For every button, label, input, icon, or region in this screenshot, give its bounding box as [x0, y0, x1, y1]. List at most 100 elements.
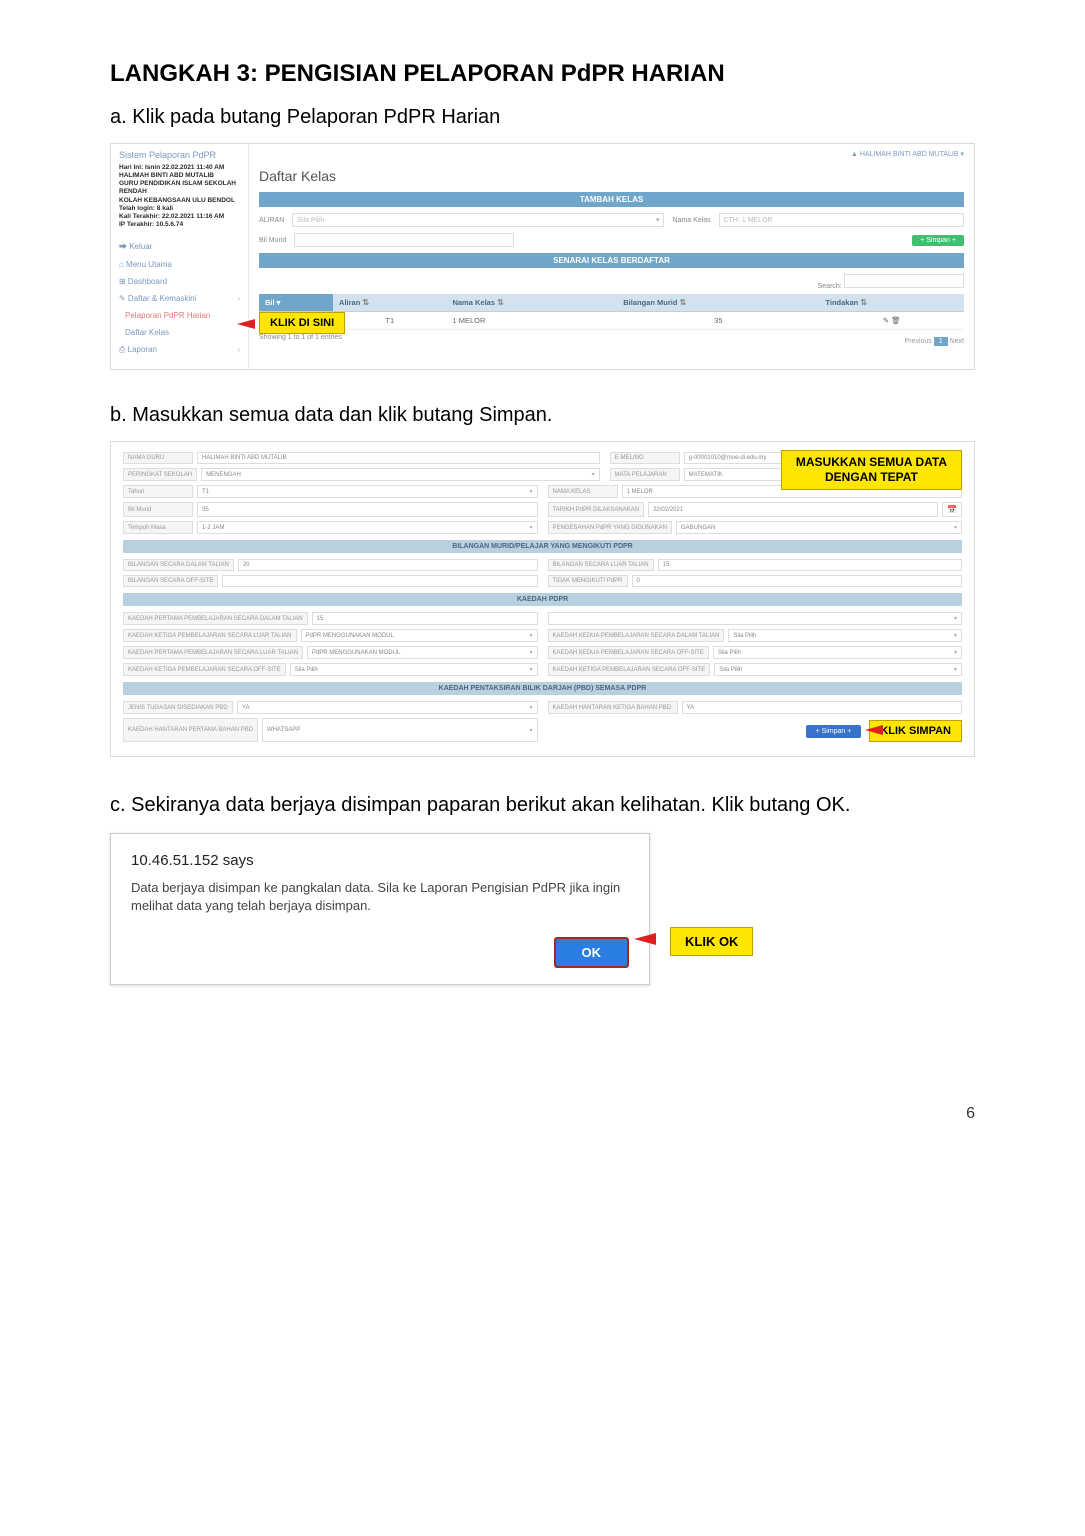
callout-klik-ok: KLIK OK: [670, 927, 753, 956]
lbl-tarikh: TARIKH PdPR DILAKSANAKAN: [548, 502, 645, 517]
sel-k5[interactable]: Sila Pilih: [713, 646, 962, 659]
lbl-off: BILANGAN SECARA OFF-SITE: [123, 575, 218, 587]
page-heading: Daftar Kelas: [259, 168, 964, 184]
lbl-mp: MATA PELAJARAN: [610, 468, 680, 481]
arrow-red-icon: [634, 933, 656, 945]
val-nama-guru: HALIMAH BINTI ABD MUTALIB: [197, 452, 600, 464]
val-tm[interactable]: 0: [632, 575, 962, 587]
search-input[interactable]: [844, 274, 964, 288]
sel-k4[interactable]: PdPR MENGGUNAKAN MODUL: [307, 646, 538, 659]
lbl-peringkat: PERINGKAT SEKOLAH: [123, 468, 197, 481]
lbl-k2b: KAEDAH KEDUA PEMBELAJARAN SECARA DALAM T…: [548, 629, 725, 642]
th-nama[interactable]: Nama Kelas ⇅: [446, 294, 617, 312]
simpan-button-b[interactable]: + Simpan +: [806, 725, 862, 738]
sel-peringkat[interactable]: MENENGAH: [201, 468, 599, 481]
sel-pengesah[interactable]: GABUNGAN: [676, 521, 962, 534]
val-k1[interactable]: 15: [312, 612, 538, 625]
sel-k1b[interactable]: [548, 612, 963, 625]
val-off[interactable]: [222, 575, 537, 587]
band-bilangan: BILANGAN MURID/PELAJAR YANG MENGIKUTI Pd…: [123, 540, 962, 553]
lbl-k4: KAEDAH PERTAMA PEMBELAJARAN SECARA LUAR …: [123, 646, 303, 659]
lbl-nk: NAMA KELAS: [548, 485, 618, 498]
page-1[interactable]: 1: [934, 337, 948, 346]
prev-link[interactable]: Previous: [905, 338, 932, 345]
band-kaedah: KAEDAH PdPR: [123, 593, 962, 606]
sel-p3[interactable]: WHATSAPP: [262, 718, 537, 742]
sidebar-item-dashboard[interactable]: ⊞ Dashboard: [119, 273, 240, 290]
label-nama-kelas: Nama Kelas: [672, 217, 710, 224]
lbl-lt: BILANGAN SECARA LUAR TALIAN: [548, 559, 654, 571]
sidebar-item-daftar[interactable]: ✎ Daftar & Kemaskini: [119, 290, 240, 307]
user-top[interactable]: ▲ HALIMAH BINTI ABD MUTALIB ▾: [259, 150, 964, 158]
th-aliran[interactable]: Aliran ⇅: [333, 294, 446, 312]
select-aliran[interactable]: Sila Pilih: [292, 213, 664, 227]
lbl-k6: KAEDAH KETIGA PEMBELAJARAN SECARA OFF-SI…: [123, 663, 286, 676]
label-bil-murid: Bil Murid: [259, 237, 286, 244]
main-panel-a: ▲ HALIMAH BINTI ABD MUTALIB ▾ Daftar Kel…: [249, 144, 974, 369]
calendar-icon[interactable]: 📅: [942, 502, 962, 517]
callout-klik-di-sini: KLIK DI SINI: [259, 312, 345, 334]
sel-k6[interactable]: Sila Pilih: [290, 663, 538, 676]
showing-text: Showing 1 to 1 of 1 entries: [259, 334, 342, 345]
alert-source: 10.46.51.152 says: [131, 852, 629, 869]
sel-tahun[interactable]: T1: [197, 485, 538, 498]
th-tindakan[interactable]: Tindakan ⇅: [819, 294, 964, 312]
lbl-k7: KAEDAH KETIGA PEMBELAJARAN SECARA OFF-SI…: [548, 663, 711, 676]
val-lt[interactable]: 15: [658, 559, 962, 571]
lbl-p3: KAEDAH HANTARAN PERTAMA BAHAN PBD: [123, 718, 258, 742]
val-dl[interactable]: 20: [238, 559, 538, 571]
sel-p1[interactable]: YA: [237, 701, 538, 714]
band-senarai: SENARAI KELAS BERDAFTAR: [259, 253, 964, 268]
cell-bilmurid: 35: [617, 312, 819, 330]
val-tarikh[interactable]: 22/02/2021: [648, 502, 938, 517]
pager: Previous 1 Next: [905, 338, 964, 345]
table-kelas: Bil ▾ Aliran ⇅ Nama Kelas ⇅ Bilangan Mur…: [259, 294, 964, 330]
band-tambah: TAMBAH KELAS: [259, 192, 964, 207]
lbl-p1: JENIS TUGASAN DISEDIAKAN PBD: [123, 701, 233, 714]
arrow-red-icon: [865, 725, 883, 735]
sel-k2b[interactable]: Sila Pilih: [728, 629, 962, 642]
lbl-email: E-MEL/NO: [610, 452, 680, 464]
cell-nama: 1 MELOR: [446, 312, 617, 330]
cell-tindakan[interactable]: ✎ 🗑: [819, 312, 964, 330]
lbl-tempoh: Tempoh Masa: [123, 521, 193, 534]
lbl-pengesah: PENGESAHAN PdPR YANG DIGUNAKAN: [548, 521, 672, 534]
arrow-red-icon: [237, 319, 255, 329]
sel-k7[interactable]: Sila Pilih: [714, 663, 962, 676]
sidebar-item-daftar-kelas[interactable]: Daftar Kelas: [119, 324, 240, 341]
input-bil-murid[interactable]: [294, 233, 514, 247]
th-bil[interactable]: Bil ▾: [259, 294, 333, 312]
next-link[interactable]: Next: [950, 338, 964, 345]
sel-k3[interactable]: PdPR MENGGUNAKAN MODUL: [301, 629, 538, 642]
screenshot-a: Sistem Pelaporan PdPR Hari Ini: Isnin 22…: [110, 143, 975, 370]
sidebar-item-pelaporan[interactable]: Pelaporan PdPR Harian: [119, 307, 240, 324]
cell-aliran: T1: [333, 312, 446, 330]
val-p2[interactable]: YA: [682, 701, 963, 714]
sidebar-item-menu[interactable]: ⌂ Menu Utama: [119, 256, 240, 273]
th-bilmurid[interactable]: Bilangan Murid ⇅: [617, 294, 819, 312]
lbl-dl: BILANGAN SECARA DALAM TALIAN: [123, 559, 234, 571]
substep-c: c. Sekiranya data berjaya disimpan papar…: [110, 791, 975, 819]
band-pbd: KAEDAH PENTAKSIRAN BILIK DARJAH (PBD) SE…: [123, 682, 962, 695]
substep-b: b. Masukkan semua data dan klik butang S…: [110, 404, 975, 427]
lbl-k3: KAEDAH KETIGA PEMBELAJARAN SECARA LUAR T…: [123, 629, 297, 642]
input-nama-kelas[interactable]: CTH: 1 MELOR: [719, 213, 964, 227]
system-title: Sistem Pelaporan PdPR: [119, 150, 240, 160]
sidebar-item-laporan[interactable]: ⎙ Laporan: [119, 341, 240, 359]
lbl-tm: TIDAK MENGIKUTI PdPR: [548, 575, 628, 587]
lbl-nama-guru: NAMA GURU: [123, 452, 193, 464]
val-bm[interactable]: 35: [197, 502, 538, 517]
simpan-button[interactable]: + Simpan +: [912, 235, 964, 246]
screenshot-b: MASUKKAN SEMUA DATA DENGAN TEPAT NAMA GU…: [110, 441, 975, 757]
sidebar: Sistem Pelaporan PdPR Hari Ini: Isnin 22…: [111, 144, 249, 369]
search-label: Search:: [818, 283, 842, 290]
lbl-k1: KAEDAH PERTAMA PEMBELAJARAN SECARA DALAM…: [123, 612, 308, 625]
sel-tempoh[interactable]: 1-2 JAM: [197, 521, 538, 534]
lbl-tahun: Tahun: [123, 485, 193, 498]
table-row: 1 T1 1 MELOR 35 ✎ 🗑: [259, 312, 964, 330]
lbl-k5: KAEDAH KEDUA PEMBELAJARAN SECARA OFF-SIT…: [548, 646, 709, 659]
ok-button[interactable]: OK: [554, 937, 630, 968]
sidebar-item-keluar[interactable]: ⮕ Keluar: [119, 237, 240, 256]
profile-block: Hari Ini: Isnin 22.02.2021 11:40 AM HALI…: [119, 164, 240, 229]
substep-a: a. Klik pada butang Pelaporan PdPR Haria…: [110, 106, 975, 129]
